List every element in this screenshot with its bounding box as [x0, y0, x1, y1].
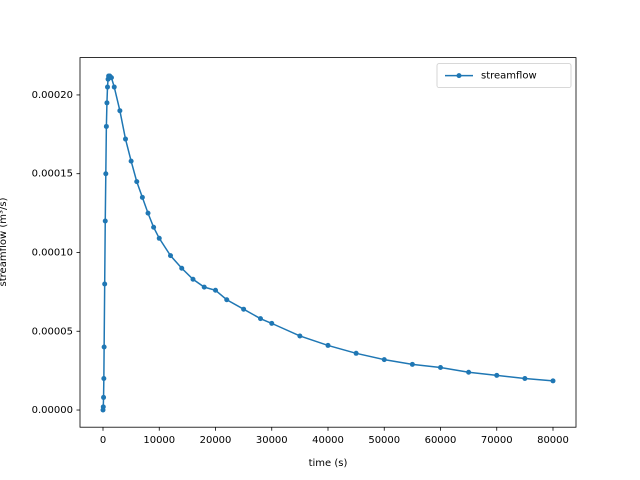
marker — [437, 364, 443, 370]
y-axis-label: streamflow (m³/s) — [0, 197, 9, 286]
marker — [381, 357, 387, 363]
marker — [466, 369, 472, 375]
x-tick-label: 60000 — [425, 435, 457, 446]
line — [102, 75, 554, 411]
marker — [522, 376, 528, 382]
marker — [190, 276, 196, 282]
marker — [103, 171, 109, 177]
marker — [117, 108, 123, 114]
marker — [134, 179, 140, 185]
marker — [168, 253, 174, 259]
legend-label: streamflow — [481, 71, 537, 82]
marker — [151, 224, 157, 230]
y-tick-label: 0.00000 — [32, 405, 73, 416]
x-tick-label: 80000 — [537, 435, 569, 446]
marker — [108, 75, 114, 81]
y-tick-label: 0.00015 — [32, 169, 73, 180]
marker — [101, 394, 107, 400]
marker — [128, 158, 134, 164]
x-tick-label: 0 — [100, 435, 106, 446]
marker — [102, 218, 108, 224]
x-tick-label: 30000 — [256, 435, 288, 446]
marker — [123, 136, 129, 142]
x-tick-label: 50000 — [368, 435, 400, 446]
marker — [325, 342, 331, 348]
marker — [409, 361, 415, 367]
y-tick-label: 0.00005 — [32, 326, 73, 337]
y-tick-label: 0.00020 — [32, 90, 73, 101]
marker — [241, 306, 247, 312]
marker — [139, 194, 145, 200]
x-tick-label: 40000 — [312, 435, 344, 446]
marker — [297, 333, 303, 339]
x-axis-label: time (s) — [309, 458, 348, 469]
marker — [156, 235, 162, 241]
marker — [353, 350, 359, 356]
marker — [269, 320, 275, 326]
marker — [213, 287, 219, 293]
marker — [104, 100, 110, 106]
marker — [101, 376, 107, 382]
plot-frame — [79, 57, 577, 428]
marker — [550, 378, 556, 384]
y-tick-label: 0.00010 — [32, 247, 73, 258]
legend-marker — [456, 73, 462, 79]
marker — [101, 344, 107, 350]
x-tick-label: 20000 — [200, 435, 232, 446]
marker — [179, 265, 185, 271]
marker — [100, 404, 106, 410]
marker — [258, 316, 264, 322]
x-tick-label: 70000 — [481, 435, 513, 446]
legend-box — [436, 63, 572, 88]
marker — [102, 281, 108, 287]
marker — [201, 284, 207, 290]
marker — [103, 123, 109, 129]
x-tick-label: 10000 — [143, 435, 175, 446]
marker — [111, 84, 117, 90]
marker — [105, 84, 111, 90]
marker — [145, 210, 151, 216]
marker — [494, 372, 500, 378]
marker — [224, 297, 230, 303]
